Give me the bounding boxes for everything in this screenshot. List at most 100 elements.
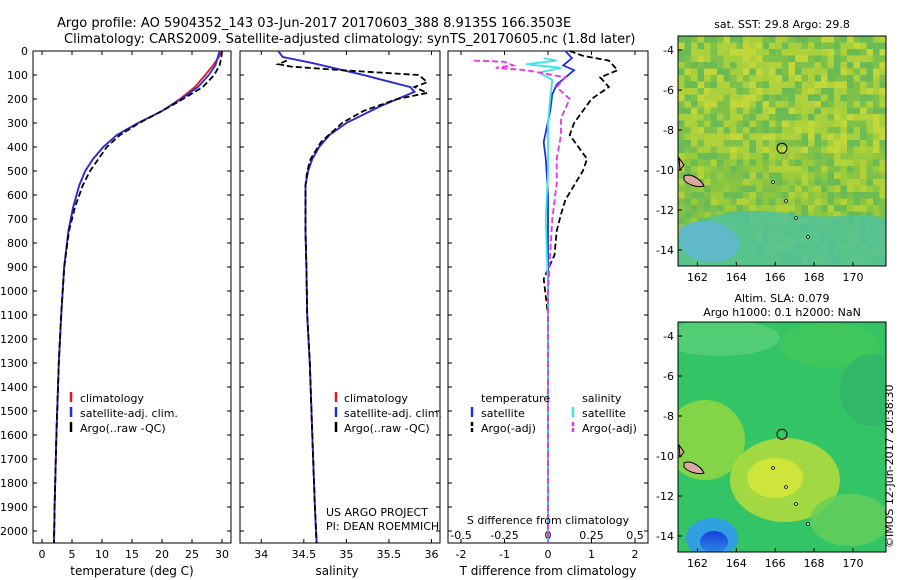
legend-label-t-argo: Argo(-adj)	[481, 422, 536, 435]
sst-cell	[710, 88, 718, 95]
sst-cell	[840, 159, 848, 167]
sst-cell	[795, 198, 802, 206]
sst-cell	[775, 42, 783, 50]
sst-cell	[801, 205, 809, 212]
sst-cell	[840, 166, 848, 173]
sst-cell	[801, 140, 809, 147]
sst-cell	[860, 211, 867, 219]
sst-cell	[879, 159, 886, 167]
sst-cell	[788, 133, 796, 141]
sst-cell	[736, 185, 744, 193]
sst-cell	[756, 179, 763, 186]
sst-cell	[814, 36, 822, 43]
sst-cell	[762, 42, 770, 50]
sst-cell	[736, 166, 744, 173]
sst-cell	[762, 172, 770, 180]
sst-map-ticks: 162 164 166 168 170 -4 -6 -8 -10 -12 -14	[656, 44, 863, 284]
sst-cell	[847, 172, 854, 180]
sst-cell	[840, 153, 848, 160]
sst-cell	[873, 166, 880, 173]
sst-cell	[743, 205, 750, 212]
depth-tick-label: 1700	[0, 453, 28, 466]
x-tick-label: 35.5	[377, 548, 402, 561]
sst-cell	[710, 62, 718, 69]
sst-cell	[808, 81, 815, 89]
sst-cell	[834, 211, 841, 219]
sst-cell	[749, 146, 757, 154]
sst-cell	[860, 159, 867, 167]
sst-cell	[730, 133, 737, 141]
sst-cell	[860, 146, 867, 154]
sst-cell	[879, 42, 886, 50]
sst-cell	[853, 198, 861, 206]
sst-cell	[749, 68, 757, 76]
lat-tick-label: -10	[656, 164, 674, 177]
sst-cell	[879, 179, 886, 186]
sst-cell	[736, 127, 744, 134]
sst-cell	[840, 172, 848, 180]
sla-high	[678, 400, 745, 480]
sst-cell	[814, 81, 822, 89]
sst-cell	[873, 172, 880, 180]
lat-tick-label: -8	[663, 410, 674, 423]
sst-cell	[801, 133, 809, 141]
sst-cell	[769, 127, 776, 134]
sst-cell	[782, 55, 789, 63]
difference-panel: -2 -1 0 1 2-0.5 -0.25 0 0.25 0.5 S difference fr…	[447, 50, 649, 578]
sst-cell	[886, 166, 893, 173]
x-tick-label: 5	[69, 548, 76, 561]
sst-cell	[827, 62, 835, 69]
sst-cell	[860, 81, 867, 89]
sst-cell	[684, 36, 692, 43]
sst-cell	[697, 192, 705, 199]
sst-cell	[769, 140, 776, 147]
sst-cell	[860, 127, 867, 134]
sst-cell	[834, 146, 841, 154]
sst-cell	[723, 159, 731, 167]
sst-cell	[788, 94, 796, 102]
sst-cell	[697, 75, 705, 82]
sst-cell	[782, 114, 789, 121]
sst-cell	[840, 62, 848, 69]
sst-cell	[814, 166, 822, 173]
sst-cell	[853, 179, 861, 186]
sst-cell	[691, 198, 698, 206]
sst-cell	[684, 75, 692, 82]
sst-cell	[866, 120, 874, 128]
sst-cell	[691, 88, 698, 95]
sst-cell	[853, 36, 861, 43]
sst-cell	[873, 198, 880, 206]
sst-cell	[886, 101, 893, 108]
sst-cell	[756, 101, 763, 108]
lon-tick-label: 168	[804, 271, 825, 284]
sst-cell	[808, 68, 815, 76]
sst-cell	[691, 101, 698, 108]
sst-cell	[801, 120, 809, 128]
sst-cell	[795, 140, 802, 147]
sst-cell	[866, 49, 874, 56]
sst-cell	[762, 133, 770, 141]
sst-cell	[821, 94, 828, 102]
sst-cell	[756, 55, 763, 63]
sst-cell	[847, 185, 854, 193]
series-line-argo-raw-qc	[53, 50, 223, 544]
sst-cell	[860, 205, 867, 212]
sst-cell	[866, 192, 874, 199]
sst-cell	[730, 166, 737, 173]
sst-cell	[814, 101, 822, 108]
sst-cell	[873, 36, 880, 43]
sst-cell	[775, 55, 783, 63]
sst-cell	[736, 94, 744, 102]
sst-cell	[743, 55, 750, 63]
sst-cell	[879, 211, 886, 219]
legend-label-satellite: satellite-adj. clim.	[344, 407, 442, 420]
sst-cell	[704, 146, 711, 154]
sst-cell	[840, 114, 848, 121]
sst-cell	[853, 133, 861, 141]
sst-cell	[834, 205, 841, 212]
sst-cell	[691, 172, 698, 180]
sst-cell	[853, 127, 861, 134]
sst-cell	[684, 205, 692, 212]
sst-cell	[691, 49, 698, 56]
sst-cell	[743, 88, 750, 95]
